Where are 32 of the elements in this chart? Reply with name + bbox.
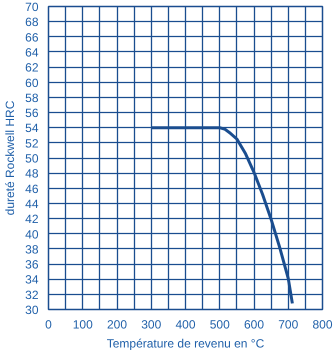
y-tick-label: 52 xyxy=(25,136,39,150)
x-tick-label: 400 xyxy=(175,318,196,332)
y-tick-label: 68 xyxy=(25,15,39,30)
y-tick-label: 38 xyxy=(25,242,39,256)
y-tick-label: 60 xyxy=(25,76,39,90)
x-tick-label: 700 xyxy=(278,318,299,332)
x-axis-title: Température de revenu en °C xyxy=(106,336,265,350)
y-tick-label: 34 xyxy=(25,272,39,287)
x-tick-label: 800 xyxy=(312,318,333,332)
y-tick-label: 44 xyxy=(25,196,39,211)
y-tick-label: 62 xyxy=(25,60,39,75)
y-tick-label: 32 xyxy=(25,288,39,302)
y-tick-label: 36 xyxy=(25,258,39,272)
y-tick-label: 42 xyxy=(25,212,39,226)
y-axis-title: dureté Rockwell HRC xyxy=(3,100,18,216)
y-tick-label: 46 xyxy=(25,182,39,196)
y-tick-label: 30 xyxy=(25,303,39,317)
y-tick-label: 70 xyxy=(25,0,39,14)
y-tick-label: 40 xyxy=(25,227,39,242)
y-tick-label: 56 xyxy=(25,106,39,120)
x-tick-label: 300 xyxy=(141,318,162,332)
x-tick-label: 200 xyxy=(106,318,128,332)
x-tick-label: 600 xyxy=(244,318,264,332)
y-tick-label: 58 xyxy=(25,90,39,105)
y-tick-label: 48 xyxy=(25,166,39,181)
x-tick-label: 100 xyxy=(72,318,94,332)
x-tick-label: 0 xyxy=(45,318,52,332)
y-tick-label: 64 xyxy=(25,45,39,60)
y-tick-label: 66 xyxy=(25,30,39,44)
x-tick-label: 500 xyxy=(210,318,230,332)
y-tick-label: 54 xyxy=(25,121,39,136)
y-tick-label: 50 xyxy=(25,152,39,166)
